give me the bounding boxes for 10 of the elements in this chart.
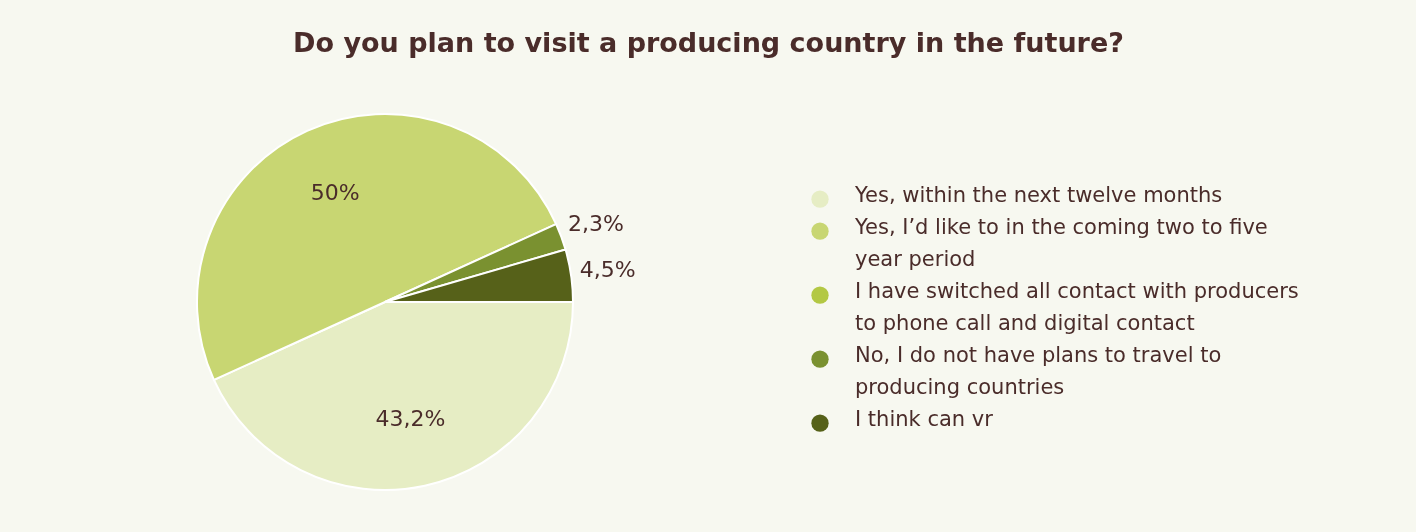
- legend-label: I think can vr: [855, 407, 994, 432]
- legend-label: No, I do not have plans to travel to producing countries: [855, 343, 1222, 400]
- data-label: 4,5%: [579, 257, 636, 283]
- data-label: 50%: [310, 179, 360, 205]
- data-label: 43,2%: [375, 406, 446, 432]
- data-label: 2,3%: [568, 210, 624, 236]
- legend-label: Yes, within the next twelve months: [854, 183, 1223, 208]
- chart-title: Do you plan to visit a producing country in the future?: [293, 27, 1124, 58]
- legend-label: I have switched all contact with producers to phone call and digital contact: [855, 279, 1299, 336]
- legend-label: Yes, I’d like to in the coming two to five year period: [854, 215, 1268, 272]
